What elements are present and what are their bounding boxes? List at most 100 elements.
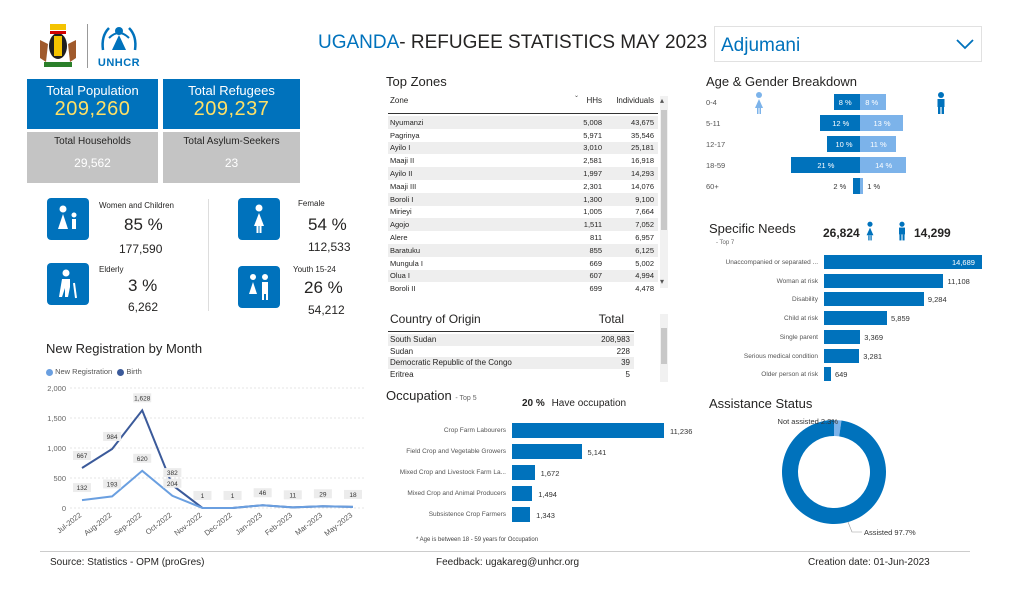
origin-row[interactable]: South Sudan 208,983 — [388, 334, 634, 346]
chevron-down-icon[interactable] — [955, 37, 975, 51]
age-male-bar[interactable] — [833, 94, 860, 110]
age-female-bar[interactable] — [860, 178, 864, 194]
scroll-up-icon[interactable]: ▴ — [660, 96, 665, 105]
origin-row[interactable]: Democratic Republic of the Congo 39 — [388, 357, 634, 369]
assisted-label: Assisted 97.7% — [864, 528, 916, 537]
elderly-label: Elderly — [99, 265, 124, 274]
origin-country-cell: Democratic Republic of the Congo — [390, 358, 512, 368]
data-label-bg — [223, 490, 242, 500]
total-asylum-card: Total Asylum-Seekers 23 — [163, 132, 300, 183]
data-label: 132 — [77, 485, 88, 492]
y-tick-label: 500 — [53, 474, 66, 483]
need-value: 3,369 — [864, 332, 884, 342]
location-selected-value: Adjumani — [721, 35, 801, 56]
occupation-bar[interactable] — [512, 444, 582, 459]
age-female-bar[interactable] — [860, 157, 907, 173]
zone-row[interactable]: Maaji II 2,581 16,918 — [388, 154, 658, 167]
zone-row[interactable]: Mungula I 669 5,002 — [388, 257, 658, 270]
legend-label-birth: Birth — [126, 367, 142, 376]
sort-descending-icon[interactable]: ⌄ — [574, 93, 580, 99]
age-male-pct: 10 % — [835, 140, 853, 149]
age-female-bar[interactable] — [860, 94, 887, 110]
needs-male-count: 14,299 — [914, 226, 951, 240]
zone-hhs-cell: 1,511 — [583, 220, 602, 230]
zones-scrollbar[interactable] — [660, 96, 668, 288]
occupation-bar[interactable] — [512, 423, 664, 438]
unhcr-logo: UNHCR — [94, 22, 144, 70]
origin-row[interactable]: Sudan 228 — [388, 346, 634, 358]
zones-scroll-thumb[interactable] — [661, 110, 667, 230]
data-label: 1,628 — [134, 395, 151, 402]
data-label-bg — [253, 488, 272, 498]
origin-total-header[interactable]: Total — [598, 312, 624, 326]
zone-row[interactable]: Olua I 607 4,994 — [388, 269, 658, 283]
zone-individuals-cell: 43,675 — [631, 117, 654, 127]
zone-individuals-cell: 16,918 — [631, 156, 654, 166]
assisted-slice[interactable] — [782, 420, 886, 524]
need-bar[interactable] — [824, 367, 831, 382]
origin-row[interactable]: Eritrea 5 — [388, 369, 634, 381]
need-bar[interactable] — [824, 273, 944, 288]
registration-line-chart: 0 500 1,000 1,500 2,000 Jul-2022Aug-2022Sep-2… — [47, 384, 365, 538]
age-female-bar[interactable] — [860, 136, 897, 152]
need-label: Disability — [791, 296, 818, 304]
data-label-bg — [103, 431, 122, 441]
zone-row[interactable]: Baratuku 855 6,125 — [388, 243, 658, 257]
need-bar[interactable] — [824, 255, 982, 269]
x-tick-label: Feb-2023 — [263, 510, 294, 537]
need-label: Child at risk — [784, 315, 818, 323]
zone-row[interactable]: Pagrinya 5,971 35,546 — [388, 129, 658, 142]
need-bar[interactable] — [824, 348, 860, 363]
location-dropdown[interactable]: Adjumani — [714, 26, 982, 62]
title-text: - REFUGEE STATISTICS MAY 2023 — [399, 32, 708, 53]
series-line[interactable] — [81, 469, 354, 509]
origin-scrollbar[interactable] — [660, 314, 668, 382]
total-asylum-value: 23 — [224, 156, 239, 170]
footer-feedback[interactable]: Feedback: ugakareg@unhcr.org — [436, 557, 580, 568]
need-bar[interactable] — [824, 329, 861, 344]
age-female-bar[interactable] — [860, 115, 903, 131]
zone-row[interactable]: Mirieyi 1,005 7,664 — [388, 206, 658, 219]
origin-scroll-thumb[interactable] — [661, 328, 667, 364]
individuals-col-header[interactable]: Individuals — [616, 96, 654, 105]
zone-row[interactable]: Alere 811 6,957 — [388, 231, 658, 244]
zone-row[interactable]: Agojo 1,511 7,052 — [388, 218, 658, 232]
age-male-bar[interactable] — [827, 136, 860, 152]
age-gender-chart: 0-4 8 % 8 % 5-11 12 % 13 % 12-17 10 % 11 % 18-59 2… — [700, 92, 990, 202]
occupation-bar[interactable] — [512, 465, 535, 480]
scroll-down-icon[interactable]: ▾ — [660, 277, 665, 286]
zone-row[interactable]: Ayilo I 3,010 25,181 — [388, 141, 658, 155]
occupation-bar[interactable] — [512, 507, 531, 522]
youth-count: 54,212 — [308, 303, 345, 317]
zone-name-cell: Nyumanzi — [390, 117, 424, 127]
occupation-label: Field Crop and Vegetable Growers — [406, 448, 506, 455]
need-bar[interactable] — [824, 292, 924, 307]
hhs-col-header[interactable]: HHs — [586, 96, 602, 105]
age-male-bar[interactable] — [820, 115, 860, 131]
zone-name-cell: Baratuku — [390, 245, 421, 255]
zone-row[interactable]: Boroli II 699 4,478 — [388, 282, 658, 295]
zone-hhs-cell: 2,581 — [583, 156, 602, 166]
zone-row[interactable]: Ayilo II 1,997 14,293 — [388, 167, 658, 180]
age-female-pct: 13 % — [873, 119, 891, 128]
need-bar[interactable] — [824, 311, 888, 326]
zone-col-header[interactable]: Zone — [390, 96, 409, 105]
age-male-bar[interactable] — [790, 157, 860, 173]
occupation-pct-value: 20 % — [522, 398, 545, 409]
origin-col-header[interactable]: Country of Origin — [390, 312, 481, 326]
zone-individuals-cell: 5,002 — [635, 258, 654, 268]
zone-row[interactable]: Boroli I 1,300 9,100 — [388, 192, 658, 206]
page-title: UGANDA- REFUGEE STATISTICS MAY 2023 — [318, 32, 707, 54]
zone-row[interactable]: Nyumanzi 5,008 43,675 — [388, 116, 658, 129]
zone-row[interactable]: Maaji III 2,301 14,076 — [388, 180, 658, 193]
female-pct: 54 % — [308, 215, 347, 234]
origin-total-cell: 208,983 — [601, 335, 630, 345]
zone-name-cell: Mungula I — [390, 258, 423, 268]
data-label-bg — [73, 450, 91, 460]
age-group-label: 18-59 — [706, 161, 726, 170]
zone-individuals-cell: 35,546 — [631, 130, 654, 140]
not-assisted-slice[interactable] — [834, 420, 842, 437]
occupation-bar[interactable] — [512, 486, 533, 501]
series-line[interactable] — [81, 408, 354, 509]
age-male-bar[interactable] — [853, 178, 860, 194]
